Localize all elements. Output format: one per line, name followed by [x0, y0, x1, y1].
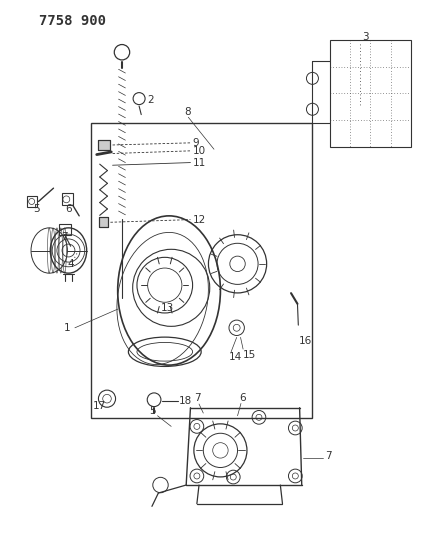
Text: 3: 3 — [362, 33, 368, 42]
Bar — [98, 140, 110, 150]
Bar — [91, 123, 312, 418]
Bar — [99, 217, 108, 227]
Text: 10: 10 — [193, 146, 206, 156]
Text: 7: 7 — [61, 232, 68, 242]
Text: 1: 1 — [64, 323, 71, 333]
Bar — [62, 193, 73, 205]
Text: 5: 5 — [149, 407, 155, 416]
Text: 6: 6 — [65, 205, 72, 214]
Text: 11: 11 — [193, 158, 206, 167]
Text: 6: 6 — [239, 393, 245, 403]
Bar — [330, 40, 411, 147]
Bar — [99, 217, 108, 227]
Bar — [98, 140, 110, 150]
Text: 13: 13 — [160, 303, 174, 312]
Text: 2: 2 — [148, 95, 154, 105]
Bar — [59, 224, 71, 235]
Text: 14: 14 — [229, 352, 242, 362]
Text: 12: 12 — [193, 215, 206, 224]
Text: 9: 9 — [193, 138, 199, 148]
Text: 4: 4 — [68, 259, 74, 269]
Text: 16: 16 — [299, 336, 312, 346]
Text: 7: 7 — [325, 451, 332, 461]
Text: 18: 18 — [179, 396, 192, 406]
Text: 7758 900: 7758 900 — [39, 14, 106, 28]
Text: 8: 8 — [184, 107, 190, 117]
Text: 17: 17 — [93, 401, 107, 411]
Bar — [27, 196, 37, 207]
Text: 15: 15 — [243, 350, 256, 360]
Text: 7: 7 — [194, 393, 200, 403]
Text: 5: 5 — [33, 205, 40, 214]
